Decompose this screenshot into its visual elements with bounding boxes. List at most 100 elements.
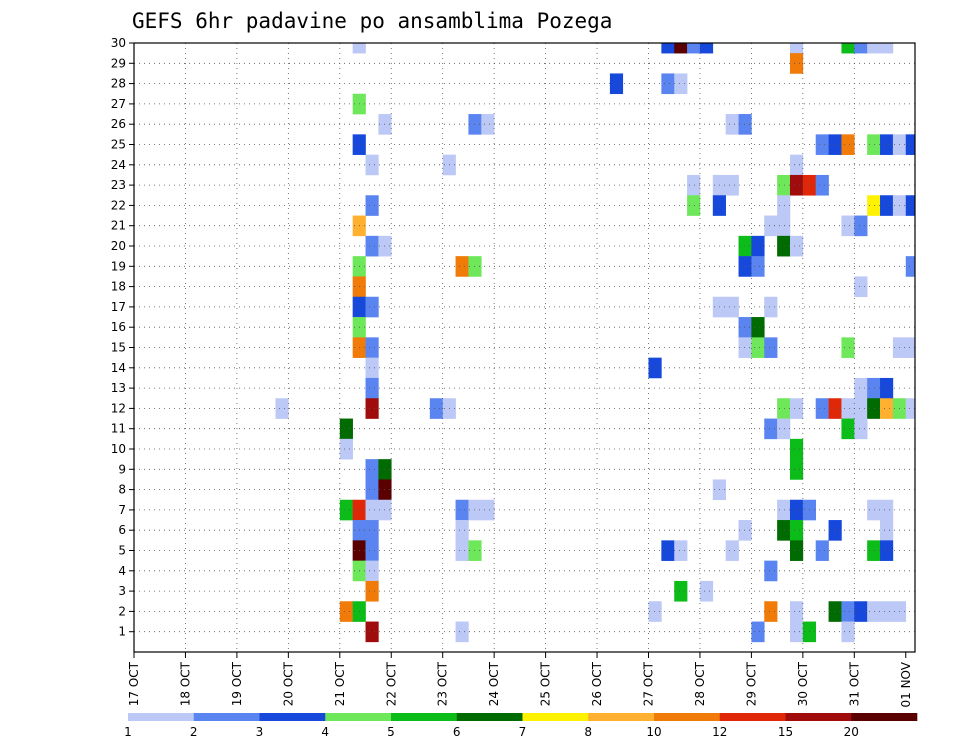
heatmap-cell [725,174,739,196]
y-tick-label: 8 [118,483,126,497]
heatmap-cell [841,398,855,419]
heatmap-cell [867,43,881,54]
legend-swatch [785,713,852,721]
heatmap-cells [275,43,916,643]
heatmap-cell [789,43,804,54]
heatmap-cell [661,540,675,561]
legend-swatch [456,713,523,721]
heatmap-cell [841,601,855,622]
x-tick-label: 17 OCT [127,661,141,706]
heatmap-cell [674,580,688,602]
heatmap-cell [275,398,289,419]
y-tick-label: 15 [111,341,126,355]
heatmap-cell [789,174,804,196]
legend-label: 1 [124,725,132,739]
y-tick-label: 17 [111,300,126,314]
heatmap-cell [725,296,739,318]
heatmap-cell [880,195,894,216]
heatmap-cell [687,43,701,54]
legend-label: 6 [453,725,461,739]
legend-label: 2 [190,725,198,739]
heatmap-cell [468,114,482,135]
heatmap-cell [699,580,714,602]
y-tick-label: 11 [111,422,126,436]
legend-swatch [588,713,655,721]
heatmap-cell [841,43,855,54]
heatmap-cell [789,499,804,521]
legend-label: 15 [778,725,793,739]
grid-lines [134,43,915,652]
heatmap-cell [751,256,765,277]
heatmap-cell [429,398,443,419]
legend-swatch [522,713,589,721]
y-tick-label: 4 [118,564,126,578]
heatmap-cell [699,43,714,54]
heatmap-cell [365,235,379,257]
heatmap-cell [854,43,868,54]
heatmap-cell [468,540,482,561]
heatmap-cell [764,215,778,237]
heatmap-cell [777,235,791,257]
y-tick-label: 3 [118,584,126,598]
heatmap-cell [815,540,829,561]
heatmap-cell [738,337,752,358]
heatmap-cell [764,296,778,318]
y-tick-label: 16 [111,320,126,334]
y-tick-label: 30 [111,36,126,50]
heatmap-cell [777,195,791,216]
color-legend: 1 2 3 4 5 6 7 8 10 12 15 20 [124,713,918,739]
heatmap-cell [455,256,469,277]
heatmap-cell [867,499,881,521]
y-tick-label: 2 [118,604,126,618]
heatmap-cell [828,134,842,155]
heatmap-cell [815,398,829,419]
heatmap-cell [815,134,829,155]
x-tick-label: 18 OCT [178,661,192,706]
y-tick-label: 9 [118,462,126,476]
heatmap-cell [365,459,379,480]
heatmap-cell [725,114,739,135]
heatmap-cell [365,560,379,582]
heatmap-cell [867,398,881,419]
heatmap-cell [455,520,469,541]
heatmap-cell [789,438,804,460]
heatmap-cell [751,235,765,257]
y-tick-label: 7 [118,503,126,517]
heatmap-cell [854,601,868,622]
heatmap-cell [339,499,353,521]
legend-label: 12 [712,725,727,739]
heatmap-cell [841,418,855,440]
heatmap-cell [777,215,791,237]
heatmap-cell [777,174,791,196]
x-tick-label: 20 OCT [281,661,295,706]
y-tick-label: 18 [111,280,126,294]
x-tick-label: 25 OCT [539,661,553,706]
heatmap-cell [764,560,778,582]
heatmap-cell [738,317,752,338]
legend-label: 10 [646,725,661,739]
heatmap-cell [687,195,701,216]
y-tick-label: 22 [111,198,126,212]
y-tick-label: 26 [111,117,126,131]
heatmap-cell [339,418,353,440]
heatmap-cell [738,235,752,257]
heatmap-cell [764,601,778,622]
legend-label: 3 [256,725,264,739]
x-tick-label: 24 OCT [487,661,501,706]
heatmap-cell [867,601,881,622]
heatmap-cell [764,418,778,440]
x-tick-label: 19 OCT [230,661,244,706]
legend-swatch [259,713,326,721]
heatmap-cell [789,601,804,622]
heatmap-cell [365,479,379,501]
heatmap-cell [352,43,366,54]
heatmap-cell [841,621,855,643]
legend-swatch [325,713,392,721]
heatmap-cell [867,540,881,561]
heatmap-cell [880,601,894,622]
heatmap-cell [867,377,881,399]
legend-swatch [128,713,195,721]
y-tick-label: 28 [111,77,126,91]
legend-swatch [654,713,721,721]
heatmap-cell [880,43,894,54]
